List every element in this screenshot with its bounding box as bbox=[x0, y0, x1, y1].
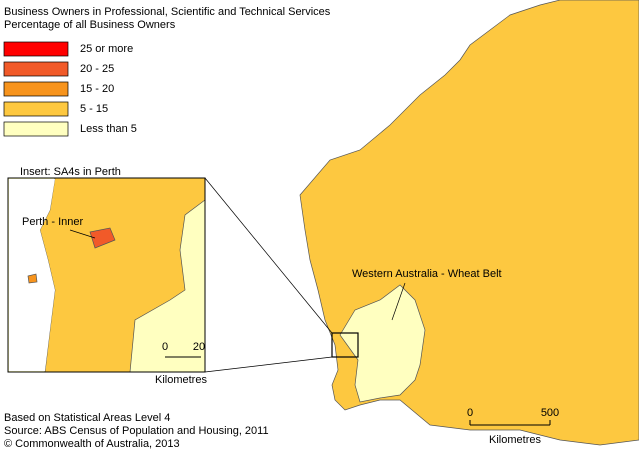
legend-label: Less than 5 bbox=[80, 123, 137, 135]
legend-swatch bbox=[3, 41, 69, 57]
legend-swatch bbox=[3, 121, 69, 137]
legend-label: 5 - 15 bbox=[80, 103, 108, 115]
legend-swatch bbox=[3, 81, 69, 97]
region-label: Western Australia - Wheat Belt bbox=[352, 268, 502, 280]
locator-line bbox=[204, 356, 333, 373]
title: Business Owners in Professional, Scienti… bbox=[4, 6, 331, 18]
footer-note: Based on Statistical Areas Level 4 bbox=[4, 412, 170, 424]
scale-label: 0 bbox=[162, 341, 168, 353]
scale-unit: Kilometres bbox=[155, 374, 207, 386]
inset-title: Insert: SA4s in Perth bbox=[20, 166, 121, 178]
legend-label: 25 or more bbox=[80, 43, 133, 55]
scale-label: 0 bbox=[467, 407, 473, 419]
leader-line bbox=[69, 229, 96, 239]
subtitle: Percentage of all Business Owners bbox=[4, 19, 176, 31]
inset-locator bbox=[331, 332, 359, 358]
footer-note: Source: ABS Census of Population and Hou… bbox=[4, 425, 269, 437]
legend-label: 15 - 20 bbox=[80, 83, 114, 95]
leader-line bbox=[391, 282, 406, 321]
legend-swatch bbox=[3, 101, 69, 117]
inset-frame bbox=[7, 177, 206, 373]
region-perth-inner bbox=[89, 227, 116, 249]
scale-unit: Kilometres bbox=[489, 434, 541, 446]
region-small bbox=[27, 273, 38, 284]
region-wa bbox=[299, 0, 639, 446]
locator-line bbox=[204, 177, 333, 334]
scale-label: 20 bbox=[193, 341, 205, 353]
region-label: Perth - Inner bbox=[22, 216, 83, 228]
scale-label: 500 bbox=[541, 407, 559, 419]
legend-swatch bbox=[3, 61, 69, 77]
footer-note: © Commonwealth of Australia, 2013 bbox=[4, 438, 180, 450]
legend-label: 20 - 25 bbox=[80, 63, 114, 75]
region-wheat-belt bbox=[339, 284, 426, 403]
